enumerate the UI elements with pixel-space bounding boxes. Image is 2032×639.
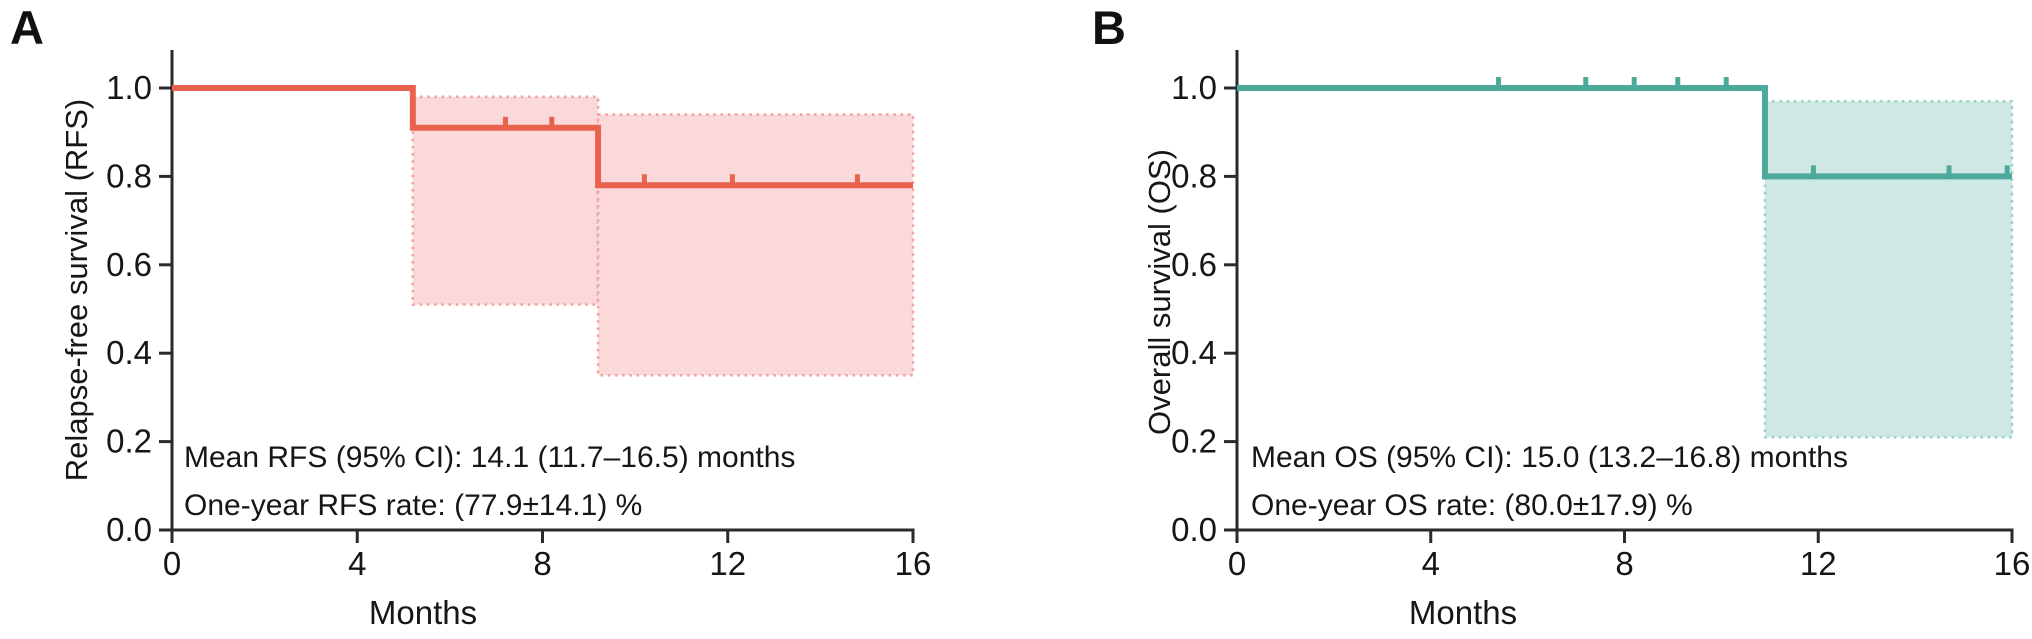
panel-b-y-axis-label: Overall survival (OS) xyxy=(1142,149,1177,435)
km-panel-a: 0 4 8 12 16 0.0 0.2 0.4 0.6 0.8 1.0 xyxy=(106,50,931,582)
y-tick-label: 0.6 xyxy=(106,246,152,283)
y-tick-label: 0.8 xyxy=(106,157,152,194)
panel-b-x-axis-label: Months xyxy=(1408,594,1518,631)
y-tick-label: 0.4 xyxy=(1171,334,1217,371)
confidence-band-segment xyxy=(411,95,600,306)
km-panel-b: 0 4 8 12 16 0.0 0.2 0.4 0.6 0.8 1.0 xyxy=(1171,50,2030,582)
y-tick-label: 0.2 xyxy=(1171,423,1217,460)
y-tick-label: 0.4 xyxy=(106,334,152,371)
y-tick-label: 0.8 xyxy=(1171,157,1217,194)
x-tick-label: 8 xyxy=(533,545,551,582)
x-tick-label: 12 xyxy=(1800,545,1837,582)
panel-a-x-axis-label: Months xyxy=(368,594,478,631)
axes: 0 4 8 12 16 0.0 0.2 0.4 0.6 0.8 1.0 xyxy=(1171,50,2030,582)
y-tick-label: 0.0 xyxy=(1171,511,1217,548)
x-tick-label: 4 xyxy=(1422,545,1440,582)
y-tick-label: 1.0 xyxy=(1171,69,1217,106)
confidence-band xyxy=(411,95,915,377)
y-tick-label: 0.2 xyxy=(106,423,152,460)
x-tick-label: 0 xyxy=(1228,545,1246,582)
panel-b-one-year-rate-annotation: One-year OS rate: (80.0±17.9) % xyxy=(1251,489,1693,522)
panel-b-mean-os-annotation: Mean OS (95% CI): 15.0 (13.2–16.8) month… xyxy=(1251,441,1848,474)
y-tick-label: 0.0 xyxy=(106,511,152,548)
panel-a-one-year-rate-annotation: One-year RFS rate: (77.9±14.1) % xyxy=(184,489,643,522)
y-tick-label: 1.0 xyxy=(106,69,152,106)
x-tick-label: 0 xyxy=(163,545,181,582)
confidence-band-segment xyxy=(1763,99,2014,439)
panel-b-letter: B xyxy=(1092,1,1126,54)
axes: 0 4 8 12 16 0.0 0.2 0.4 0.6 0.8 1.0 xyxy=(106,50,931,582)
x-tick-label: 8 xyxy=(1615,545,1633,582)
panel-a-y-axis-label: Relapse-free survival (RFS) xyxy=(59,98,94,482)
x-tick-label: 16 xyxy=(895,545,932,582)
censor-marks xyxy=(1496,77,2010,179)
x-tick-label: 4 xyxy=(348,545,366,582)
censor-marks xyxy=(502,116,860,188)
x-tick-label: 12 xyxy=(709,545,746,582)
panel-a-letter: A xyxy=(10,1,44,54)
confidence-band-segment xyxy=(596,113,915,377)
confidence-band xyxy=(1763,99,2014,439)
y-tick-label: 0.6 xyxy=(1171,246,1217,283)
panel-a-mean-rfs-annotation: Mean RFS (95% CI): 14.1 (11.7–16.5) mont… xyxy=(184,441,796,474)
x-tick-label: 16 xyxy=(1994,545,2031,582)
